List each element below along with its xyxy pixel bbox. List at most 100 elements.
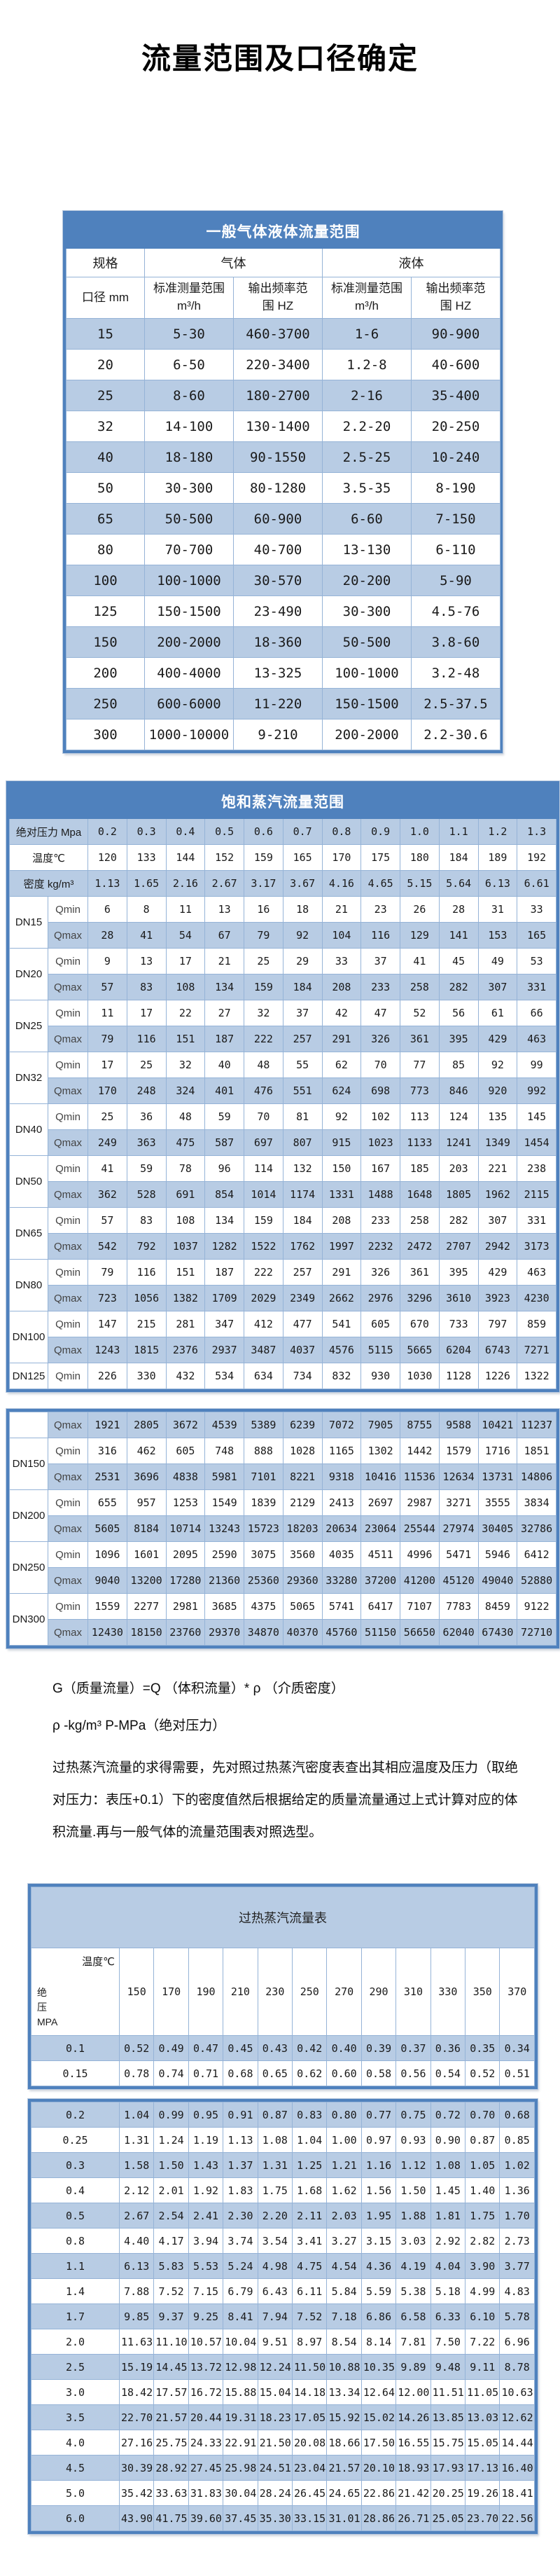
data-cell: 462 (126, 1438, 167, 1464)
density-cell: 14.18 (292, 2379, 328, 2405)
data-cell: 2976 (360, 1285, 400, 1311)
table-row: 0.8 4.40 4.17 3.94 3.74 3.54 3.41 3.27 3.15 3.03 2… (31, 2228, 535, 2254)
density-cell: 19.31 (223, 2404, 258, 2430)
data-cell: 36 (126, 1103, 167, 1130)
data-cell: 930 (360, 1363, 400, 1389)
data-cell: 62040 (438, 1619, 479, 1646)
data-cell: 25 (126, 1052, 167, 1078)
data-cell: 42 (321, 1000, 362, 1026)
table-row: 0.5 2.67 2.54 2.41 2.30 2.20 2.11 2.03 1.95 1.88 1… (31, 2203, 535, 2229)
density-cell: 4.98 (257, 2253, 293, 2279)
density-cell: 1.19 (188, 2127, 224, 2153)
range-cell: 6-60 (322, 503, 412, 535)
data-cell: 281 (165, 1311, 206, 1337)
data-cell: 4230 (517, 1285, 556, 1311)
data-cell: 11536 (400, 1463, 440, 1490)
data-cell: 1226 (477, 1363, 518, 1389)
data-cell: 316 (88, 1438, 127, 1464)
data-cell: 5665 (400, 1337, 440, 1363)
density-cell: 5.24 (223, 2253, 258, 2279)
data-cell: 6417 (360, 1593, 400, 1620)
data-cell: 192 (517, 844, 556, 871)
data-cell: 45 (438, 948, 479, 974)
data-cell: 28 (438, 896, 479, 923)
data-cell: 2697 (360, 1489, 400, 1516)
data-cell: 8221 (282, 1463, 323, 1490)
density-cell: 0.58 (360, 2060, 397, 2086)
range-cell: 13-325 (233, 657, 323, 689)
data-cell: 395 (438, 1259, 479, 1286)
temperature-header-cell: 330 (430, 1948, 466, 2036)
pressure-cell: 1.1 (31, 2253, 120, 2279)
qmin-label-cell: Qmin (48, 1052, 88, 1078)
data-cell: 282 (438, 974, 479, 1000)
table-row: 25 8-60 180-2700 2-16 35-400 (66, 380, 500, 411)
density-cell: 7.52 (153, 2278, 189, 2304)
data-cell: 92 (477, 1052, 518, 1078)
diameter-cell: 20 (66, 349, 145, 380)
table-row: 32 14-100 130-1400 2.2-20 20-250 (66, 411, 500, 442)
data-cell: 29370 (204, 1619, 244, 1646)
density-cell: 14.45 (153, 2354, 189, 2380)
density-cell: 0.35 (465, 2035, 500, 2061)
qmin-label-cell: Qmin (48, 1593, 88, 1620)
data-cell: 116 (126, 1259, 167, 1286)
data-cell: 13731 (477, 1463, 518, 1490)
data-cell: 3672 (165, 1412, 206, 1438)
row-label-cell: 密度 kg/m³ (9, 870, 88, 897)
range-cell: 50-500 (322, 626, 412, 658)
data-cell: 1921 (88, 1412, 127, 1438)
pressure-cell: 3.0 (31, 2379, 120, 2405)
data-cell: 331 (517, 974, 556, 1000)
data-cell: 233 (360, 1207, 400, 1234)
data-cell: 1028 (282, 1438, 323, 1464)
density-cell: 31.83 (188, 2480, 224, 2506)
qmax-label-cell: Qmax (48, 1026, 88, 1052)
data-cell: 307 (477, 974, 518, 1000)
data-cell: 27 (204, 1000, 244, 1026)
range-cell: 18-360 (233, 626, 323, 658)
density-cell: 0.60 (326, 2060, 362, 2086)
density-cell: 1.58 (118, 2152, 155, 2178)
data-cell: 249 (88, 1129, 127, 1156)
data-cell: 7783 (438, 1593, 479, 1620)
qmin-label-cell: Qmin (48, 948, 88, 974)
data-cell: 159 (244, 1207, 284, 1234)
table-row: Qmax 9040 13200 17280 21360 25360 29360 33280 37… (10, 1567, 556, 1594)
qmin-label-cell: Qmin (48, 1259, 88, 1286)
qmax-label-cell: Qmax (48, 1285, 88, 1311)
diameter-cell: 65 (66, 503, 145, 535)
data-cell: 0.7 (282, 818, 323, 845)
density-cell: 6.10 (465, 2303, 500, 2329)
superheated-steam-table-continued-grid: 0.2 1.04 0.99 0.95 0.91 0.87 0.83 0.80 0.77 0.75 0… (31, 2102, 535, 2531)
table-row: Qmax 79 116 151 187 222 257 291 326 361 395 429 463 (10, 1026, 556, 1052)
data-cell: 226 (88, 1363, 127, 1389)
density-cell: 33.15 (292, 2505, 328, 2531)
data-cell: 147 (88, 1311, 127, 1337)
density-cell: 11.10 (153, 2329, 189, 2355)
density-cell: 1.16 (360, 2152, 397, 2178)
data-cell: 167 (360, 1155, 400, 1182)
data-cell: 920 (477, 1077, 518, 1104)
data-cell: 1331 (321, 1181, 362, 1208)
qmin-label-cell: Qmin (48, 1103, 88, 1130)
data-cell: 40 (204, 1052, 244, 1078)
density-cell: 1.12 (396, 2152, 431, 2178)
density-cell: 10.57 (188, 2329, 224, 2355)
density-cell: 0.68 (223, 2060, 258, 2086)
table-row: 2.0 11.63 11.10 10.57 10.04 9.51 8.97 8.54 8.14 7… (31, 2329, 535, 2355)
saturated-table-title: 饱和蒸汽流量范围 (9, 784, 556, 819)
temperature-header-cell: 150 (118, 1948, 155, 2036)
range-cell: 150-1500 (322, 688, 412, 719)
qmax-label-cell: Qmax (48, 1515, 88, 1542)
range-cell: 100-1000 (144, 565, 234, 596)
data-cell: 134 (204, 974, 244, 1000)
density-cell: 17.57 (153, 2379, 189, 2405)
saturated-steam-table-grid: 饱和蒸汽流量范围 绝对压力 Mpa 0.2 0.3 0.4 0.5 0.6 0.7 0.8 0.… (9, 784, 556, 1389)
data-cell: 1559 (88, 1593, 127, 1620)
data-cell: 551 (282, 1077, 323, 1104)
table-row: 0.3 1.58 1.50 1.43 1.37 1.31 1.25 1.21 1.16 1.12 1… (31, 2152, 535, 2178)
range-cell: 2.5-25 (322, 441, 412, 473)
data-cell: 92 (282, 922, 323, 949)
diameter-cell: 200 (66, 657, 145, 689)
